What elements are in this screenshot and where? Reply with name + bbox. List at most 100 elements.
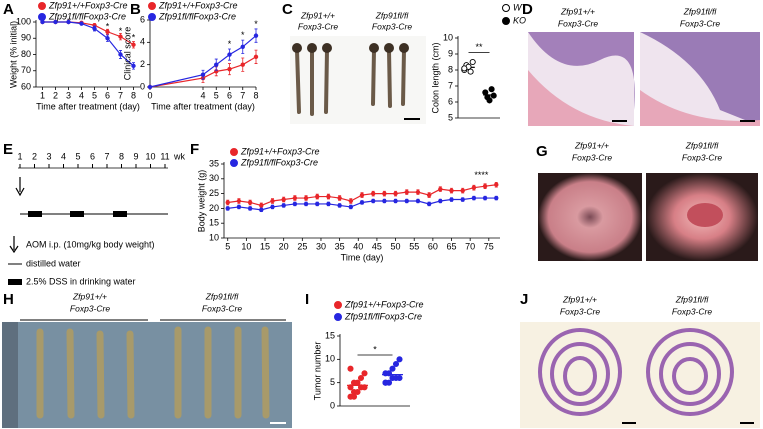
y-axis-label: Body weight (g) — [196, 170, 206, 233]
data-point — [370, 191, 376, 196]
data-point — [147, 84, 153, 90]
caption: Zfp91fl/fl — [683, 6, 718, 16]
week-label: 3 — [46, 151, 51, 161]
caption: Zfp91fl/fl — [685, 140, 720, 150]
x-tick-label: 4 — [200, 90, 205, 100]
schedule-unit: wk — [173, 151, 185, 161]
data-point — [214, 62, 219, 67]
panel-label: G — [536, 143, 548, 160]
data-point — [460, 188, 465, 193]
x-axis-label: Time after treatment (day) — [36, 101, 140, 111]
data-point — [281, 197, 286, 202]
data-point — [253, 33, 259, 38]
data-point — [461, 65, 468, 72]
data-point — [482, 195, 488, 201]
caption: Foxp3-Cre — [298, 21, 338, 31]
x-tick-label: 0 — [147, 90, 152, 100]
week-label: 4 — [61, 151, 66, 161]
data-point — [494, 195, 499, 201]
data-point — [53, 19, 58, 25]
x-tick-label: 6 — [227, 90, 232, 100]
data-point — [354, 388, 361, 396]
data-point — [361, 384, 368, 391]
data-point — [382, 191, 387, 196]
x-tick-label: 10 — [241, 241, 251, 251]
data-point — [292, 195, 298, 201]
x-tick-label: 7 — [240, 90, 245, 100]
y-tick-label: 60 — [21, 81, 31, 91]
data-point — [105, 29, 110, 34]
data-point — [303, 195, 309, 201]
caption: Zfp91+/+ — [560, 6, 595, 16]
data-point — [92, 26, 97, 31]
legend-label: Zfp91fl/flFoxp3-Cre — [158, 11, 236, 21]
data-point — [482, 184, 488, 189]
caption: Zfp91fl/fl — [205, 291, 240, 301]
panel-label: E — [3, 141, 13, 158]
legend-label: Zfp91+/+Foxp3-Cre — [158, 0, 238, 10]
data-point — [396, 374, 403, 382]
data-point — [469, 58, 476, 66]
x-tick-label: 40 — [353, 241, 363, 251]
caption: Zfp91+/+ — [562, 294, 597, 304]
data-point — [396, 356, 403, 363]
week-label: 1 — [17, 151, 22, 161]
annotation: * — [254, 19, 258, 29]
x-tick-label: 30 — [316, 241, 326, 251]
data-point — [426, 192, 432, 198]
y-axis-label: Colon length (cm) — [430, 42, 440, 113]
legend-marker — [38, 13, 46, 21]
data-point — [486, 97, 493, 104]
data-point — [471, 185, 477, 190]
data-point — [118, 52, 123, 57]
legend-marker — [230, 148, 238, 156]
x-tick-label: 3 — [66, 90, 71, 100]
data-point — [337, 203, 342, 208]
data-point — [236, 198, 242, 204]
data-point — [438, 198, 443, 204]
x-tick-label: 20 — [279, 241, 289, 251]
x-tick-label: 45 — [372, 241, 382, 251]
colon-photo — [290, 36, 426, 124]
legend-label: Zfp91+/+Foxp3-Cre — [240, 146, 320, 156]
data-point — [292, 201, 298, 207]
data-point — [404, 198, 409, 204]
y-tick-label: 5 — [330, 377, 335, 387]
x-tick-label: 5 — [225, 241, 230, 251]
x-axis-label: Time (day) — [341, 252, 384, 262]
data-point — [247, 200, 253, 205]
x-tick-label: 50 — [391, 241, 401, 251]
data-point — [382, 198, 387, 204]
legend-marker — [230, 159, 238, 167]
data-point — [350, 393, 358, 400]
legend-marker — [334, 313, 342, 321]
x-tick-label: 60 — [428, 241, 438, 251]
data-point — [240, 44, 245, 49]
panel-label: D — [522, 1, 533, 18]
data-point — [348, 204, 354, 210]
x-tick-label: 1 — [40, 90, 45, 100]
y-axis-label: Clinical score — [122, 27, 132, 81]
data-point — [347, 384, 354, 391]
x-tick-label: 5 — [214, 90, 219, 100]
data-point — [404, 189, 409, 195]
y-tick-label: 70 — [21, 65, 31, 75]
series-line — [149, 35, 257, 88]
caption: Foxp3-Cre — [558, 18, 598, 28]
y-tick-label: 10 — [209, 232, 219, 242]
y-tick-label: 90 — [21, 33, 31, 43]
data-point — [494, 182, 499, 187]
data-point — [449, 197, 454, 202]
x-tick-label: 65 — [447, 241, 457, 251]
annotation: **** — [474, 170, 489, 180]
y-tick-label: 15 — [325, 330, 335, 340]
data-point — [348, 198, 354, 204]
data-point — [490, 92, 497, 99]
legend-label: WT — [513, 2, 528, 12]
caption: Foxp3-Cre — [572, 152, 612, 162]
data-point — [460, 197, 465, 202]
data-point — [227, 52, 232, 57]
y-tick-label: 15 — [209, 218, 219, 228]
legend-marker — [148, 13, 156, 21]
